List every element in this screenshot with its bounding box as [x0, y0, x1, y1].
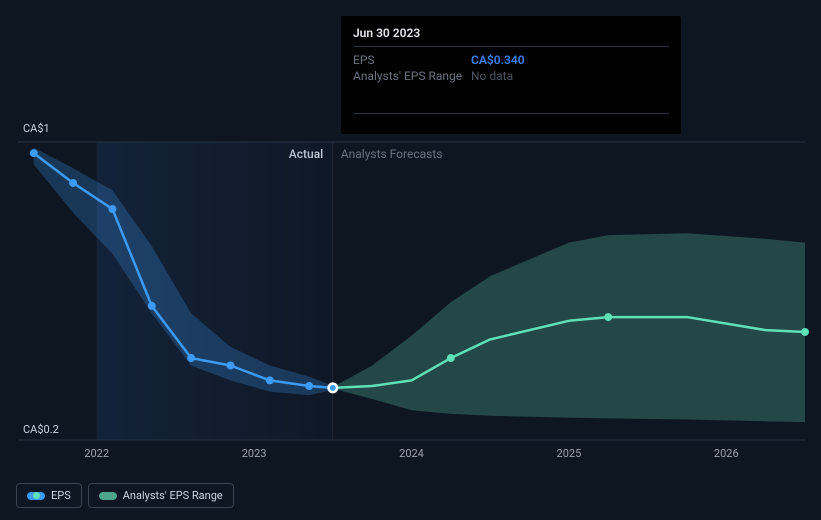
tooltip: Jun 30 2023 EPS CA$0.340 Analysts' EPS R…	[341, 16, 681, 134]
tooltip-key: Analysts' EPS Range	[353, 69, 471, 83]
chart-container: Jun 30 2023 EPS CA$0.340 Analysts' EPS R…	[0, 0, 821, 520]
legend-dot-icon	[33, 492, 40, 499]
tooltip-value-nodata: No data	[471, 69, 513, 83]
tooltip-value-eps: CA$0.340	[471, 53, 525, 67]
tooltip-date: Jun 30 2023	[353, 26, 669, 40]
tooltip-row-range: Analysts' EPS Range No data	[353, 69, 669, 83]
legend-item-range[interactable]: Analysts' EPS Range	[88, 483, 234, 508]
tooltip-divider	[353, 46, 669, 47]
tooltip-row-eps: EPS CA$0.340	[353, 53, 669, 67]
legend-item-eps[interactable]: EPS	[16, 483, 82, 508]
legend-swatch	[99, 492, 117, 500]
legend-swatch	[27, 492, 45, 500]
legend: EPS Analysts' EPS Range	[16, 483, 234, 508]
tooltip-divider	[353, 113, 669, 114]
tooltip-key: EPS	[353, 53, 471, 67]
legend-label: Analysts' EPS Range	[123, 489, 223, 502]
legend-dot-icon	[104, 492, 111, 499]
legend-label: EPS	[51, 489, 71, 502]
